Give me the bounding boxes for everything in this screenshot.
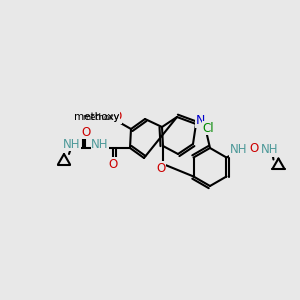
Text: NH: NH: [91, 137, 109, 151]
Text: O: O: [81, 125, 91, 139]
Text: methoxy: methoxy: [74, 112, 120, 122]
Text: methoxy: methoxy: [82, 113, 119, 122]
Text: NH: NH: [63, 137, 81, 151]
Text: O: O: [112, 110, 122, 124]
Text: Cl: Cl: [202, 122, 214, 134]
Text: NH: NH: [230, 143, 247, 156]
Text: N: N: [195, 115, 205, 128]
Text: NH: NH: [261, 143, 278, 156]
Text: O: O: [250, 142, 259, 155]
Text: O: O: [156, 161, 166, 175]
Text: O: O: [108, 158, 118, 170]
